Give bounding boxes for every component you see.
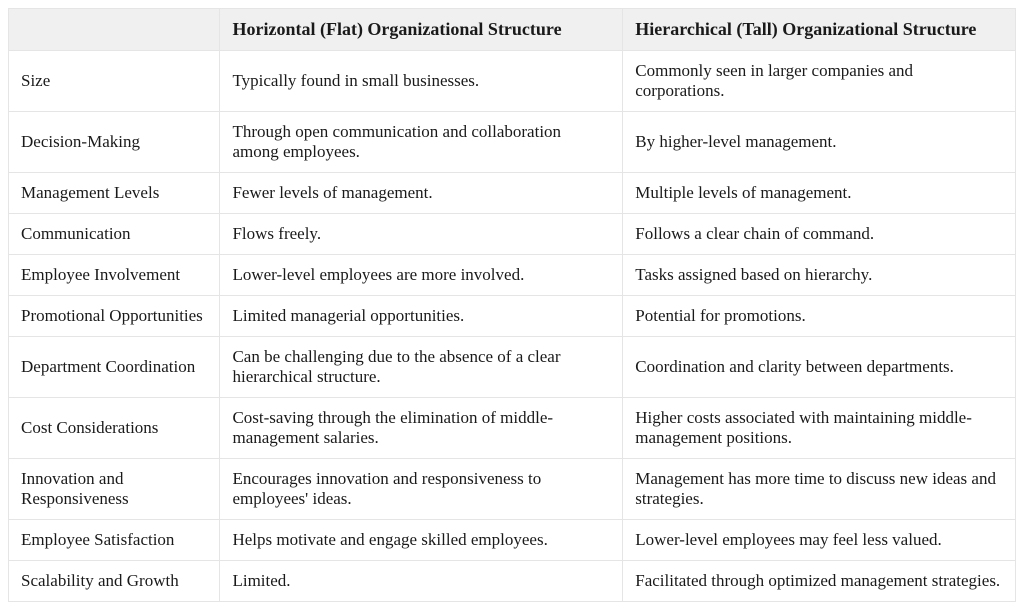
row-col2: Management has more time to discuss new …: [623, 459, 1016, 520]
row-label: Promotional Opportunities: [9, 296, 220, 337]
comparison-table: Horizontal (Flat) Organizational Structu…: [8, 8, 1016, 602]
table-row: Department Coordination Can be challengi…: [9, 337, 1016, 398]
row-col1: Encourages innovation and responsiveness…: [220, 459, 623, 520]
table-row: Management Levels Fewer levels of manage…: [9, 173, 1016, 214]
row-col1: Typically found in small businesses.: [220, 51, 623, 112]
header-empty: [9, 9, 220, 51]
row-col2: Follows a clear chain of command.: [623, 214, 1016, 255]
row-label: Scalability and Growth: [9, 561, 220, 602]
row-col2: By higher-level management.: [623, 112, 1016, 173]
row-col2: Higher costs associated with maintaining…: [623, 398, 1016, 459]
row-col2: Potential for promotions.: [623, 296, 1016, 337]
table-row: Size Typically found in small businesses…: [9, 51, 1016, 112]
table-body: Size Typically found in small businesses…: [9, 51, 1016, 602]
table-row: Employee Involvement Lower-level employe…: [9, 255, 1016, 296]
row-col2: Lower-level employees may feel less valu…: [623, 520, 1016, 561]
table-row: Employee Satisfaction Helps motivate and…: [9, 520, 1016, 561]
row-col1: Can be challenging due to the absence of…: [220, 337, 623, 398]
table-row: Innovation and Responsiveness Encourages…: [9, 459, 1016, 520]
row-label: Communication: [9, 214, 220, 255]
row-col2: Coordination and clarity between departm…: [623, 337, 1016, 398]
row-col2: Multiple levels of management.: [623, 173, 1016, 214]
row-col1: Fewer levels of management.: [220, 173, 623, 214]
table-row: Cost Considerations Cost-saving through …: [9, 398, 1016, 459]
row-label: Employee Satisfaction: [9, 520, 220, 561]
table-header-row: Horizontal (Flat) Organizational Structu…: [9, 9, 1016, 51]
header-horizontal: Horizontal (Flat) Organizational Structu…: [220, 9, 623, 51]
row-label: Size: [9, 51, 220, 112]
header-hierarchical: Hierarchical (Tall) Organizational Struc…: [623, 9, 1016, 51]
row-label: Employee Involvement: [9, 255, 220, 296]
row-label: Cost Considerations: [9, 398, 220, 459]
row-col2: Facilitated through optimized management…: [623, 561, 1016, 602]
row-col1: Helps motivate and engage skilled employ…: [220, 520, 623, 561]
table-row: Communication Flows freely. Follows a cl…: [9, 214, 1016, 255]
row-label: Innovation and Responsiveness: [9, 459, 220, 520]
row-col2: Tasks assigned based on hierarchy.: [623, 255, 1016, 296]
row-col1: Limited.: [220, 561, 623, 602]
row-label: Management Levels: [9, 173, 220, 214]
row-col1: Through open communication and collabora…: [220, 112, 623, 173]
row-col1: Lower-level employees are more involved.: [220, 255, 623, 296]
row-col2: Commonly seen in larger companies and co…: [623, 51, 1016, 112]
row-col1: Limited managerial opportunities.: [220, 296, 623, 337]
row-col1: Cost-saving through the elimination of m…: [220, 398, 623, 459]
row-col1: Flows freely.: [220, 214, 623, 255]
row-label: Decision-Making: [9, 112, 220, 173]
table-row: Promotional Opportunities Limited manage…: [9, 296, 1016, 337]
row-label: Department Coordination: [9, 337, 220, 398]
table-row: Decision-Making Through open communicati…: [9, 112, 1016, 173]
table-row: Scalability and Growth Limited. Facilita…: [9, 561, 1016, 602]
